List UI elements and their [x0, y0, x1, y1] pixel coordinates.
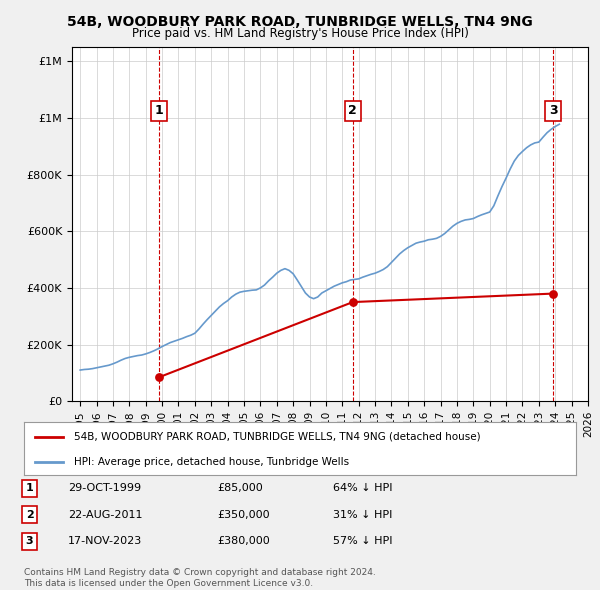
Text: Price paid vs. HM Land Registry's House Price Index (HPI): Price paid vs. HM Land Registry's House … — [131, 27, 469, 40]
Text: 29-OCT-1999: 29-OCT-1999 — [68, 483, 141, 493]
Text: 31% ↓ HPI: 31% ↓ HPI — [333, 510, 392, 520]
Text: 17-NOV-2023: 17-NOV-2023 — [68, 536, 142, 546]
Text: 54B, WOODBURY PARK ROAD, TUNBRIDGE WELLS, TN4 9NG (detached house): 54B, WOODBURY PARK ROAD, TUNBRIDGE WELLS… — [74, 432, 481, 442]
Text: 3: 3 — [26, 536, 34, 546]
Text: 2: 2 — [26, 510, 34, 520]
Text: HPI: Average price, detached house, Tunbridge Wells: HPI: Average price, detached house, Tunb… — [74, 457, 349, 467]
Text: 54B, WOODBURY PARK ROAD, TUNBRIDGE WELLS, TN4 9NG: 54B, WOODBURY PARK ROAD, TUNBRIDGE WELLS… — [67, 15, 533, 29]
Text: 22-AUG-2011: 22-AUG-2011 — [68, 510, 143, 520]
Text: £85,000: £85,000 — [217, 483, 263, 493]
Text: 57% ↓ HPI: 57% ↓ HPI — [333, 536, 392, 546]
Text: Contains HM Land Registry data © Crown copyright and database right 2024.: Contains HM Land Registry data © Crown c… — [24, 568, 376, 576]
Text: 2: 2 — [349, 104, 357, 117]
Point — [348, 297, 358, 307]
Text: 1: 1 — [155, 104, 164, 117]
Text: 64% ↓ HPI: 64% ↓ HPI — [333, 483, 392, 493]
Point — [155, 372, 164, 382]
Point — [548, 289, 558, 299]
Text: £350,000: £350,000 — [217, 510, 270, 520]
Text: This data is licensed under the Open Government Licence v3.0.: This data is licensed under the Open Gov… — [24, 579, 313, 588]
Text: £380,000: £380,000 — [217, 536, 270, 546]
Text: 1: 1 — [26, 483, 34, 493]
Text: 3: 3 — [549, 104, 557, 117]
